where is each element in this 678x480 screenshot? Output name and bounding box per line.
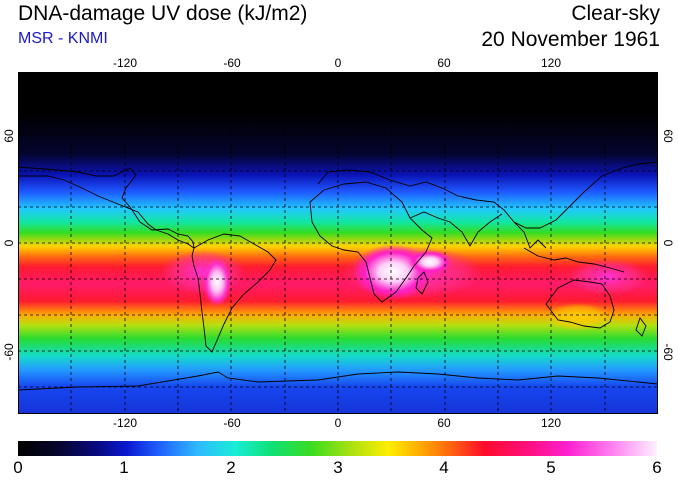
coastline-arabia-india (409, 211, 503, 247)
scale-label-5: 5 (546, 458, 556, 477)
scale-label-3: 3 (333, 458, 343, 477)
graticule (18, 72, 658, 414)
coastline-indonesia (523, 247, 625, 273)
lon-label-bottom-w120: -120 (112, 416, 138, 430)
coastline-madagascar (415, 271, 429, 295)
color-scale-bar (18, 441, 657, 456)
lon-label-bottom-e120: 120 (540, 416, 562, 430)
coastline-australia (545, 279, 615, 329)
lon-label-top-e60: 60 (437, 56, 451, 70)
scale-label-6: 6 (652, 458, 662, 477)
map-title: DNA-damage UV dose (kJ/m2) (18, 2, 308, 25)
lon-label-bottom-e60: 60 (437, 416, 451, 430)
lon-label-top-w60: -60 (223, 56, 241, 70)
map-frame (18, 72, 658, 414)
lon-label-bottom-0: 0 (334, 416, 342, 430)
uv-maximum-south-america-east (161, 250, 245, 294)
lon-label-top-0: 0 (334, 56, 342, 70)
sky-condition-label: Clear-sky (571, 2, 660, 25)
coastline-new-zealand (635, 317, 647, 337)
lat-label-right-0: 0 (661, 239, 675, 247)
lat-label-right-s60: -60 (661, 343, 675, 361)
coastline-africa (309, 181, 433, 303)
data-source-label: MSR - KNMI (18, 30, 108, 47)
uv-peak-east-africa (408, 250, 452, 274)
lon-label-top-w120: -120 (112, 56, 138, 70)
scale-label-1: 1 (119, 458, 129, 477)
lon-label-top-e120: 120 (540, 56, 562, 70)
lat-label-left-n60: 60 (2, 129, 16, 143)
uv-dose-map (18, 72, 658, 414)
uv-peak-andes (203, 258, 231, 306)
lat-label-left-s60: -60 (2, 343, 16, 361)
lat-label-right-n60: 60 (661, 129, 675, 143)
scale-label-0: 0 (13, 458, 23, 477)
coastline-eurasia (317, 161, 658, 229)
lat-label-left-0: 0 (2, 239, 16, 247)
scale-label-4: 4 (439, 458, 449, 477)
uv-region-australia (546, 303, 610, 331)
lon-label-bottom-w60: -60 (223, 416, 241, 430)
uv-maximum-pacific (568, 259, 648, 295)
map-date: 20 November 1961 (481, 28, 660, 51)
coastline-south-america (191, 233, 277, 353)
scale-label-2: 2 (226, 458, 236, 477)
